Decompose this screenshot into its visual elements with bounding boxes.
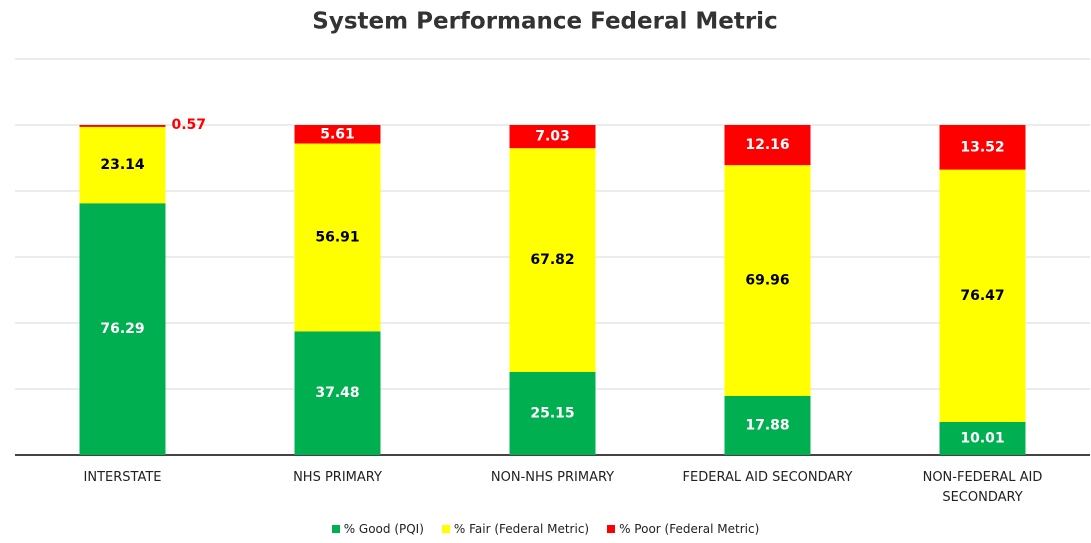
bar-segment [724,165,811,396]
x-tick-label: NON-NHS PRIMARY [490,470,615,485]
x-tick-label: FEDERAL AID SECONDARY [682,470,853,485]
data-label: 76.47 [960,288,1004,304]
legend-label: % Good (PQI) [343,522,424,536]
data-label: 76.29 [100,321,144,337]
legend-swatch [607,525,616,533]
data-label: 10.01 [960,430,1004,446]
bar-segment [79,126,166,204]
bar-segment [939,125,1026,170]
legend-item: % Good (PQI) [331,522,424,536]
bar-segment [939,421,1026,455]
bar-segment [939,169,1026,422]
x-tick-label: NHS PRIMARY [293,470,382,485]
legend: % Good (PQI) % Fair (Federal Metric) % Poo… [0,522,1091,536]
data-label: 67.82 [530,252,574,268]
bar-segment [79,203,166,455]
data-label: 37.48 [315,385,359,401]
legend-item: % Poor (Federal Metric) [607,522,759,536]
legend-label: % Poor (Federal Metric) [619,522,760,536]
chart-title: System Performance Federal Metric [312,9,777,35]
data-label: 7.03 [535,129,570,145]
x-tick-label: INTERSTATE [83,470,162,485]
bar-segment [79,125,166,127]
legend-swatch [441,525,450,533]
data-label: 23.14 [100,157,145,173]
legend-item: % Fair (Federal Metric) [441,522,590,536]
data-label: 17.88 [745,417,789,433]
data-label: 25.15 [530,406,574,422]
bar-segment [724,395,811,455]
data-label: 0.57 [172,117,207,133]
legend-swatch [331,525,340,533]
data-label: 12.16 [745,137,789,153]
x-tick-label: NON-FEDERAL AID SECONDARY [922,470,1043,505]
bar-segment [724,125,811,166]
bar-segment [509,148,596,373]
data-label: 5.61 [320,126,355,142]
bar-segment [509,372,596,455]
legend-label: % Fair (Federal Metric) [453,522,590,536]
bar-segment [509,125,596,149]
data-label: 69.96 [745,273,789,289]
bar-segment [294,331,381,455]
data-label: 56.91 [315,229,359,245]
bar-segment [294,143,381,332]
data-label: 13.52 [960,139,1004,155]
bar-segment [294,125,381,144]
